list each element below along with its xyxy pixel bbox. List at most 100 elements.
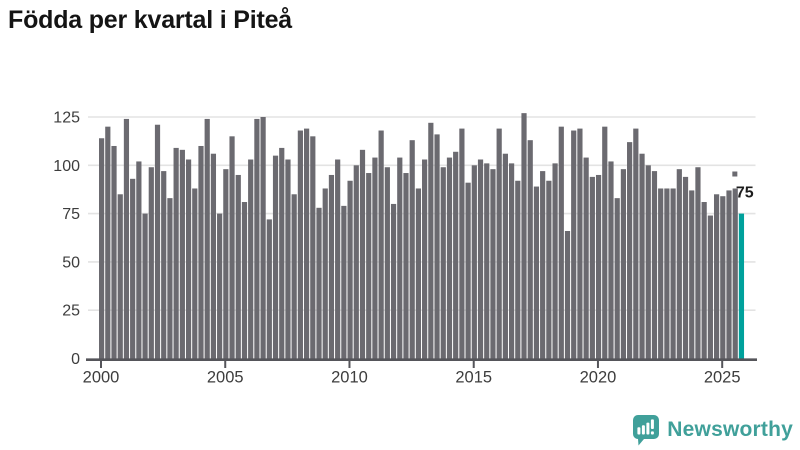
- newsworthy-logo-icon: [632, 414, 660, 446]
- bar: [620, 169, 627, 359]
- bar: [608, 161, 614, 359]
- bar: [595, 174, 602, 359]
- bar: [105, 126, 111, 359]
- bar: [366, 173, 372, 359]
- bar: [99, 138, 105, 359]
- bar: [167, 198, 173, 359]
- bar: [422, 159, 428, 359]
- x-tick-label: 2015: [455, 369, 492, 387]
- bar: [229, 136, 235, 359]
- bar: [403, 173, 409, 359]
- y-tick-label: 125: [53, 110, 80, 127]
- bar: [198, 145, 204, 359]
- bar: [446, 157, 453, 359]
- bar: [266, 219, 272, 359]
- bar: [707, 215, 713, 359]
- latest-value-label: 75: [736, 185, 754, 202]
- bar: [614, 198, 620, 359]
- bar: [440, 167, 446, 359]
- bar: [515, 180, 521, 359]
- bar: [695, 167, 701, 359]
- x-tick-label: 2010: [331, 369, 368, 387]
- bar: [409, 140, 415, 359]
- bar: [428, 122, 434, 359]
- bar: [713, 194, 720, 359]
- bar: [484, 163, 490, 359]
- bar: [552, 163, 558, 359]
- bar: [670, 188, 676, 359]
- bar: [676, 169, 682, 359]
- bar: [217, 213, 223, 359]
- bar: [682, 176, 689, 359]
- bar: [254, 118, 260, 359]
- bar: [459, 128, 465, 359]
- bar: [210, 153, 217, 359]
- square-dot-icon: [732, 171, 738, 177]
- bar: [316, 207, 322, 359]
- bar: [154, 124, 161, 359]
- bar: [192, 188, 198, 359]
- bar: [130, 178, 136, 359]
- bar: [658, 188, 664, 359]
- x-tick-label: 2000: [83, 369, 120, 387]
- bar: [241, 202, 248, 359]
- bar: [204, 118, 210, 359]
- bar: [378, 130, 384, 359]
- y-tick-label: 75: [62, 206, 80, 223]
- bar: [689, 190, 695, 359]
- bar: [272, 155, 279, 359]
- x-tick-label: 2020: [580, 369, 617, 387]
- bar: [179, 149, 185, 359]
- bar: [527, 140, 533, 359]
- bar: [123, 118, 130, 359]
- bar: [540, 171, 546, 359]
- bar: [496, 128, 502, 359]
- bar: [577, 128, 583, 359]
- brand-footer: Newsworthy: [632, 414, 793, 446]
- bar: [310, 136, 316, 359]
- bar: [633, 128, 639, 359]
- bar: [185, 159, 192, 359]
- bar: [533, 186, 540, 359]
- bar: [341, 205, 347, 359]
- bar: [465, 182, 471, 359]
- bar: [173, 147, 179, 359]
- bar: [279, 147, 285, 359]
- bar: [372, 157, 378, 359]
- bar: [285, 159, 291, 359]
- bar: [558, 126, 564, 359]
- bar: [322, 188, 328, 359]
- bar: [347, 180, 353, 359]
- bar: [664, 188, 670, 359]
- bar: [304, 128, 310, 359]
- bar: [148, 167, 154, 359]
- bar: [434, 134, 440, 359]
- bar: [291, 194, 297, 359]
- bar: [701, 202, 707, 359]
- bar: [136, 161, 142, 359]
- bar: [117, 194, 123, 359]
- bar: [397, 157, 403, 359]
- bar: [720, 196, 726, 359]
- bar: [645, 165, 651, 359]
- y-tick-label: 50: [62, 254, 80, 271]
- bar: [651, 171, 658, 359]
- bar: [521, 113, 527, 359]
- bar: [161, 171, 167, 359]
- bar: [111, 145, 117, 359]
- bar: [477, 159, 484, 359]
- bar: [260, 117, 266, 359]
- brand-name: Newsworthy: [667, 418, 793, 441]
- bar: [589, 176, 595, 359]
- bar: [502, 153, 508, 359]
- bar: [453, 151, 459, 359]
- x-tick-label: 2005: [207, 369, 244, 387]
- bar: [583, 157, 589, 359]
- bar: [627, 142, 633, 359]
- bar: [415, 188, 422, 359]
- bar: [297, 130, 303, 359]
- bar: [353, 165, 359, 359]
- y-tick-label: 100: [53, 158, 80, 175]
- bar: [223, 169, 229, 359]
